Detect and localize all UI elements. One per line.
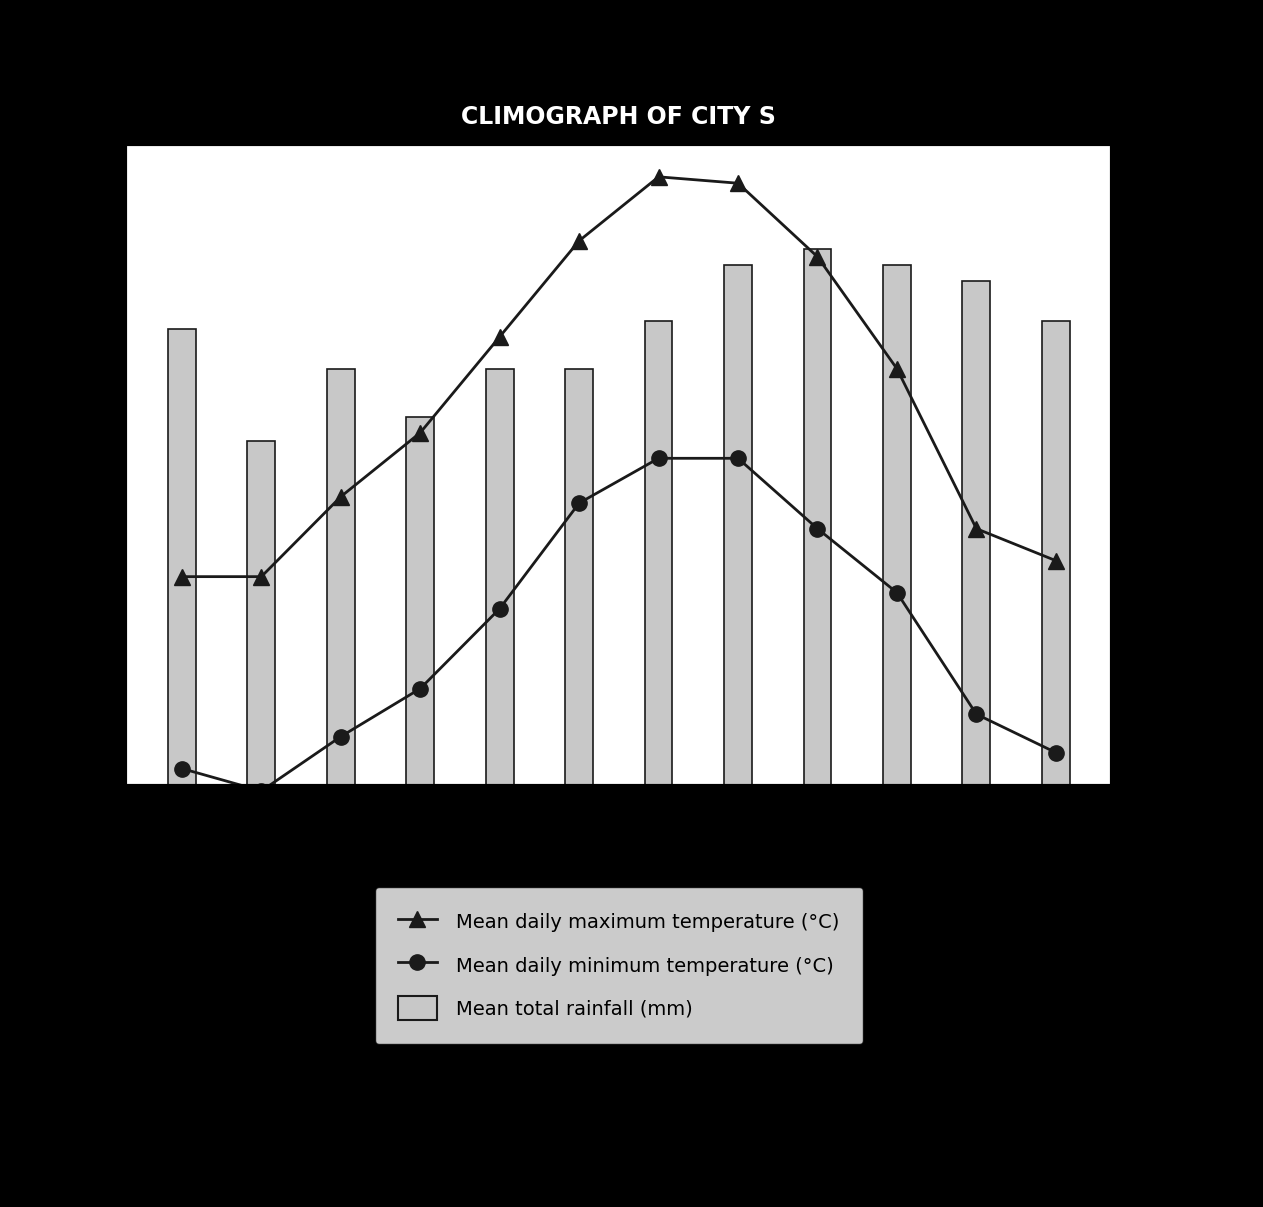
Bar xyxy=(248,441,275,785)
Bar xyxy=(566,369,594,785)
Bar xyxy=(883,264,911,785)
Bar xyxy=(724,264,751,785)
Bar xyxy=(327,369,355,785)
Bar xyxy=(486,369,514,785)
Bar xyxy=(168,328,196,785)
Y-axis label: Temperature (°C): Temperature (°C) xyxy=(62,380,81,549)
Legend: Mean daily maximum temperature (°C), Mean daily minimum temperature (°C), Mean t: Mean daily maximum temperature (°C), Mea… xyxy=(375,887,863,1044)
Bar xyxy=(1042,321,1070,785)
Bar xyxy=(407,416,434,785)
Bar xyxy=(803,249,831,785)
Bar xyxy=(962,281,990,785)
Y-axis label: Rainfall (mm): Rainfall (mm) xyxy=(1157,398,1176,531)
Title: CLIMOGRAPH OF CITY S: CLIMOGRAPH OF CITY S xyxy=(461,105,777,129)
Bar xyxy=(644,321,672,785)
